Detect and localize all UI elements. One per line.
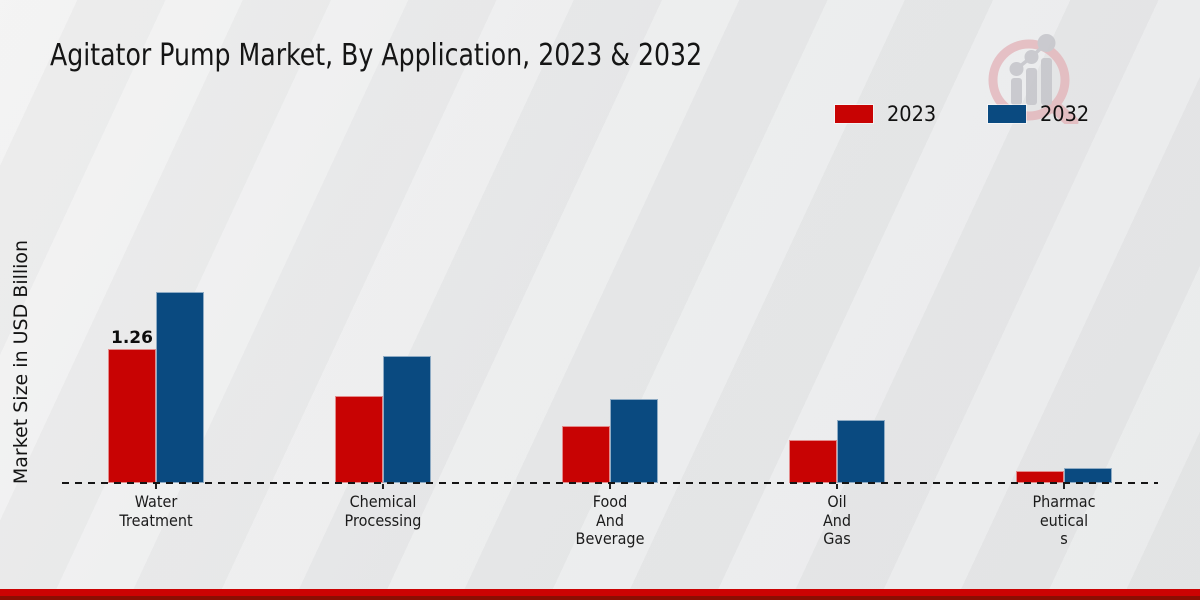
x-axis-tick-water-treatment <box>155 484 157 489</box>
x-tick-label-pharmaceuticals: Pharmac eutical s <box>1032 492 1096 548</box>
x-axis-tick-oil-and-gas <box>836 484 838 489</box>
legend-label-2032: 2032 <box>1040 102 1090 126</box>
bar-2023-pharmaceuticals <box>1016 471 1064 483</box>
x-axis-tick-pharmaceuticals <box>1063 484 1065 489</box>
footer-accent-bar <box>0 589 1200 600</box>
brand-logo-icon <box>980 20 1084 129</box>
bar-2023-water-treatment <box>108 349 156 483</box>
legend-swatch-2032 <box>988 105 1027 123</box>
bar-2023-food-and-beverage <box>562 426 610 483</box>
legend-label-2023: 2023 <box>887 102 937 126</box>
bar-2032-water-treatment <box>156 292 204 483</box>
legend: 2023 2032 <box>835 101 1094 127</box>
x-tick-label-oil-and-gas: Oil And Gas <box>822 492 852 548</box>
x-tick-label-water-treatment: Water Treatment <box>119 492 193 530</box>
bar-2032-chemical-processing <box>383 356 431 483</box>
bar-2032-pharmaceuticals <box>1064 468 1112 483</box>
chart-title: Agitator Pump Market, By Application, 20… <box>50 38 703 73</box>
bar-2032-oil-and-gas <box>837 420 885 483</box>
bar-2032-food-and-beverage <box>610 399 658 483</box>
bar-value-label-2023-water-treatment: 1.26 <box>111 328 153 348</box>
x-axis-tick-food-and-beverage <box>609 484 611 489</box>
bar-2023-oil-and-gas <box>789 440 837 483</box>
x-axis-baseline <box>62 482 1158 484</box>
legend-swatch-2023 <box>835 105 873 123</box>
bar-2023-chemical-processing <box>335 396 383 483</box>
x-axis-tick-chemical-processing <box>382 484 384 489</box>
x-tick-label-food-and-beverage: Food And Beverage <box>575 492 645 548</box>
x-tick-label-chemical-processing: Chemical Processing <box>344 492 422 530</box>
